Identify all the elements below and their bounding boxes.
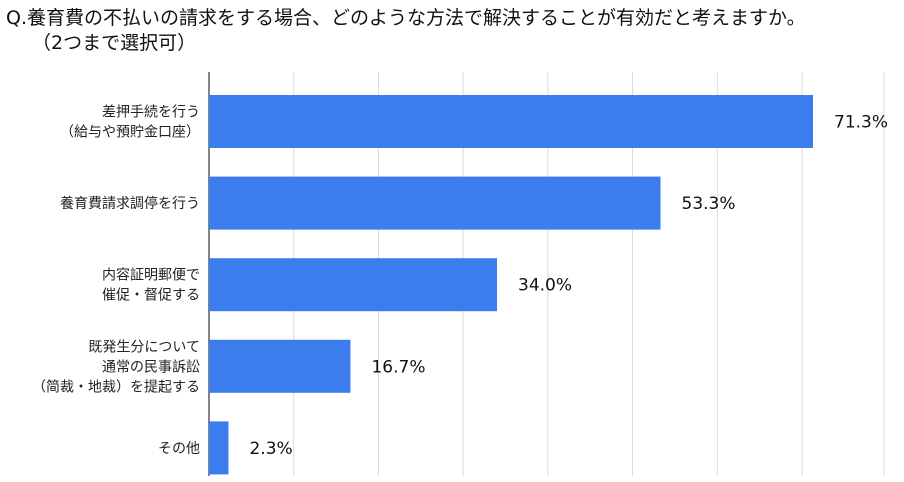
bar — [209, 339, 351, 393]
category-label: その他 — [158, 441, 200, 457]
category-label: 通常の民事訴訟 — [102, 359, 200, 375]
bar — [209, 421, 229, 475]
bar — [209, 95, 813, 148]
category-label: 既発生分について — [88, 339, 200, 355]
category-label: 養育費請求調停を行う — [60, 195, 200, 212]
category-label: （简裁・地裁）を提起する — [32, 378, 200, 395]
category-label: 差押手続を行う — [102, 104, 200, 121]
data-label: 16.7% — [371, 357, 425, 377]
data-label: 2.3% — [249, 439, 292, 459]
chart-subtitle: （2つまで選択可） — [32, 32, 197, 54]
category-label: 催促・督促する — [102, 288, 200, 304]
bar — [209, 258, 498, 312]
category-label: （給与や預貯金口座） — [60, 125, 200, 141]
data-label: 71.3% — [834, 113, 888, 133]
bar — [209, 176, 661, 230]
category-label: 内容証明郵便で — [102, 267, 200, 284]
chart-title: Q.養育費の不払いの請求をする場合、どのような方法で解決することが有効だと考えま… — [6, 7, 806, 29]
data-label: 34.0% — [518, 276, 572, 296]
data-label: 53.3% — [682, 194, 736, 214]
